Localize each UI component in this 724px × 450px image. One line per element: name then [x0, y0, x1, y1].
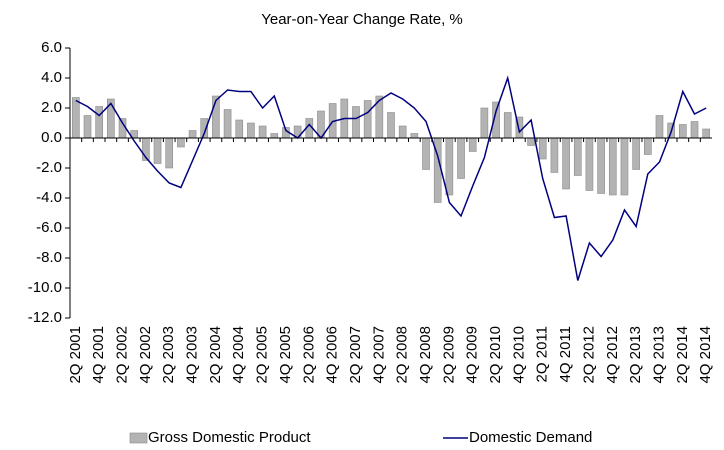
x-tick-label: 2Q 2003 [160, 326, 177, 384]
y-tick-label: 4.0 [41, 69, 62, 86]
bar [690, 121, 699, 139]
bar [422, 137, 430, 170]
x-tick-label: 4Q 2005 [277, 326, 294, 384]
y-tick-label: -2.0 [36, 159, 62, 176]
bar [550, 137, 559, 173]
y-tick-label: -10.0 [28, 279, 62, 296]
bar [608, 137, 617, 196]
bar [445, 137, 454, 196]
bar [258, 125, 267, 139]
x-tick-label: 2Q 2005 [254, 326, 271, 384]
x-tick-label: 2Q 2004 [207, 326, 224, 384]
y-tick-label: 6.0 [41, 39, 62, 56]
bar [562, 137, 570, 190]
bar [655, 115, 664, 139]
bar [573, 137, 582, 176]
y-tick-label: -6.0 [36, 219, 62, 236]
y-tick-label: -12.0 [28, 309, 62, 326]
x-tick-label: 2Q 2009 [440, 326, 457, 384]
bar [620, 137, 629, 196]
x-tick-label: 2Q 2013 [627, 326, 644, 384]
x-tick-label: 2Q 2002 [113, 326, 130, 384]
bar [363, 100, 372, 139]
x-tick-label: 4Q 2014 [697, 326, 714, 384]
bar [632, 137, 640, 170]
x-tick-label: 4Q 2012 [604, 326, 621, 384]
legend-label: Domestic Demand [469, 429, 592, 446]
x-tick-label: 4Q 2001 [90, 326, 107, 384]
x-tick-label: 4Q 2003 [184, 326, 201, 384]
bar [223, 109, 232, 139]
bar [410, 133, 419, 139]
bar [352, 106, 360, 139]
x-tick-label: 4Q 2010 [510, 326, 527, 384]
x-tick-label: 2Q 2010 [487, 326, 504, 384]
bar [480, 107, 489, 139]
x-tick-label: 2Q 2007 [347, 326, 364, 384]
y-tick-label: 0.0 [41, 129, 62, 146]
bar [597, 137, 605, 194]
x-tick-label: 4Q 2008 [417, 326, 434, 384]
x-tick-label: 4Q 2013 [650, 326, 667, 384]
line [75, 75, 707, 281]
y-tick-label: -4.0 [36, 189, 62, 206]
bar [643, 137, 652, 155]
bar [247, 122, 255, 139]
bar [468, 137, 477, 152]
x-tick-label: 4Q 2007 [370, 326, 387, 384]
x-tick-label: 2Q 2014 [674, 326, 691, 384]
x-tick-label: 4Q 2011 [557, 326, 574, 382]
bar [585, 137, 594, 191]
chart-title: Year-on-Year Change Rate, % [261, 11, 463, 28]
bar [702, 128, 710, 139]
bar [679, 124, 687, 139]
bar [72, 97, 80, 139]
x-tick-label: 2Q 2006 [300, 326, 317, 384]
x-tick-label: 2Q 2008 [394, 326, 411, 384]
legend-label: Gross Domestic Product [148, 429, 311, 446]
x-tick-label: 4Q 2002 [137, 326, 154, 384]
y-tick-label: -8.0 [36, 249, 62, 266]
bar [387, 112, 395, 139]
bar [118, 118, 127, 139]
bar [457, 137, 465, 179]
bar [538, 137, 547, 160]
bar [235, 119, 244, 139]
x-tick-label: 2Q 2012 [580, 326, 597, 384]
x-tick-label: 4Q 2009 [464, 326, 481, 384]
bar [95, 106, 103, 139]
bar [177, 137, 185, 148]
bar [165, 137, 174, 169]
bar [398, 125, 407, 139]
bar [83, 115, 92, 139]
bar [153, 137, 162, 164]
x-tick-label: 2Q 2011 [534, 326, 551, 382]
x-tick-label: 4Q 2004 [230, 326, 247, 384]
y-tick-label: 2.0 [41, 99, 62, 116]
x-tick-label: 2Q 2001 [67, 326, 84, 384]
bar [270, 133, 279, 139]
bar [503, 112, 512, 139]
bar [188, 130, 197, 139]
legend-swatch [129, 432, 148, 444]
bar [527, 137, 535, 146]
x-tick-label: 4Q 2006 [324, 326, 341, 384]
